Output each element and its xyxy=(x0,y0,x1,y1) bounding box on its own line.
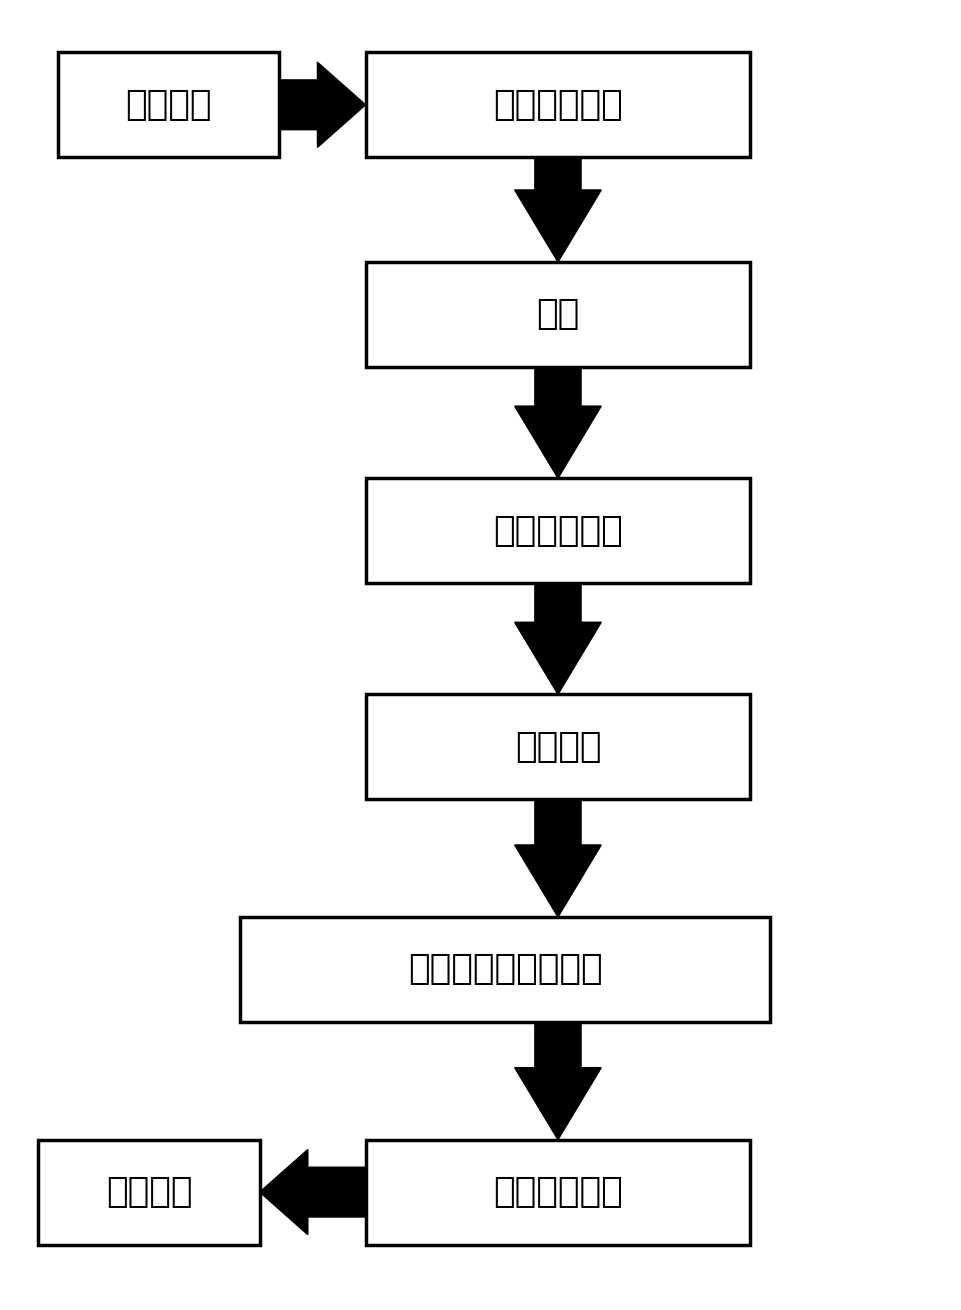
Polygon shape xyxy=(259,1150,365,1234)
Polygon shape xyxy=(514,367,601,478)
FancyBboxPatch shape xyxy=(38,1140,259,1244)
FancyBboxPatch shape xyxy=(240,917,769,1022)
Text: 机械手臂出样: 机械手臂出样 xyxy=(493,1175,622,1209)
Text: 数据采集: 数据采集 xyxy=(514,730,601,764)
Polygon shape xyxy=(514,799,601,917)
FancyBboxPatch shape xyxy=(58,52,279,157)
Polygon shape xyxy=(514,157,601,262)
Text: 玻纤样品: 玻纤样品 xyxy=(106,1175,192,1209)
Polygon shape xyxy=(514,583,601,694)
Text: 机械手臂取样: 机械手臂取样 xyxy=(493,88,622,122)
FancyBboxPatch shape xyxy=(365,52,750,157)
Text: 称量: 称量 xyxy=(536,297,579,331)
Polygon shape xyxy=(514,1022,601,1140)
FancyBboxPatch shape xyxy=(365,478,750,583)
Text: 数据实时分析和保存: 数据实时分析和保存 xyxy=(407,952,602,986)
Text: 玻纤样品: 玻纤样品 xyxy=(125,88,211,122)
FancyBboxPatch shape xyxy=(365,1140,750,1244)
Polygon shape xyxy=(279,62,365,148)
FancyBboxPatch shape xyxy=(365,694,750,799)
FancyBboxPatch shape xyxy=(365,262,750,367)
Text: 送入检测探头: 送入检测探头 xyxy=(493,514,622,548)
